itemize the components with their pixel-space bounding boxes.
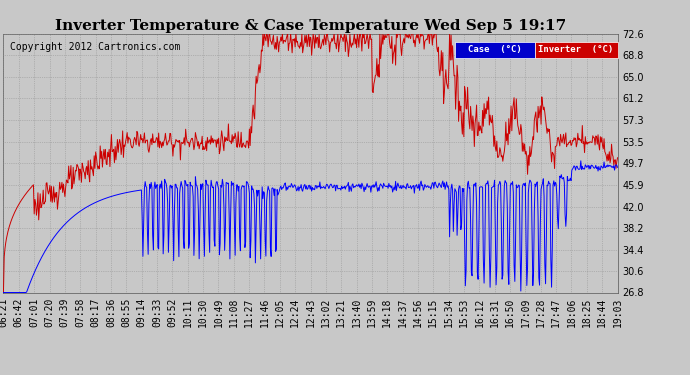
Text: Case  (°C): Case (°C) <box>468 45 522 54</box>
FancyBboxPatch shape <box>455 42 535 58</box>
FancyBboxPatch shape <box>535 42 618 58</box>
Text: Copyright 2012 Cartronics.com: Copyright 2012 Cartronics.com <box>10 42 180 51</box>
Text: Inverter  (°C): Inverter (°C) <box>538 45 613 54</box>
Title: Inverter Temperature & Case Temperature Wed Sep 5 19:17: Inverter Temperature & Case Temperature … <box>55 19 566 33</box>
